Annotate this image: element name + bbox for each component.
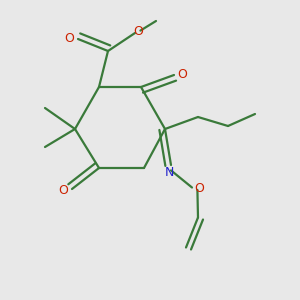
Text: O: O (58, 184, 68, 197)
Text: O: O (195, 182, 204, 196)
Text: N: N (165, 166, 174, 179)
Text: O: O (64, 32, 74, 45)
Text: O: O (178, 68, 187, 81)
Text: O: O (133, 25, 143, 38)
